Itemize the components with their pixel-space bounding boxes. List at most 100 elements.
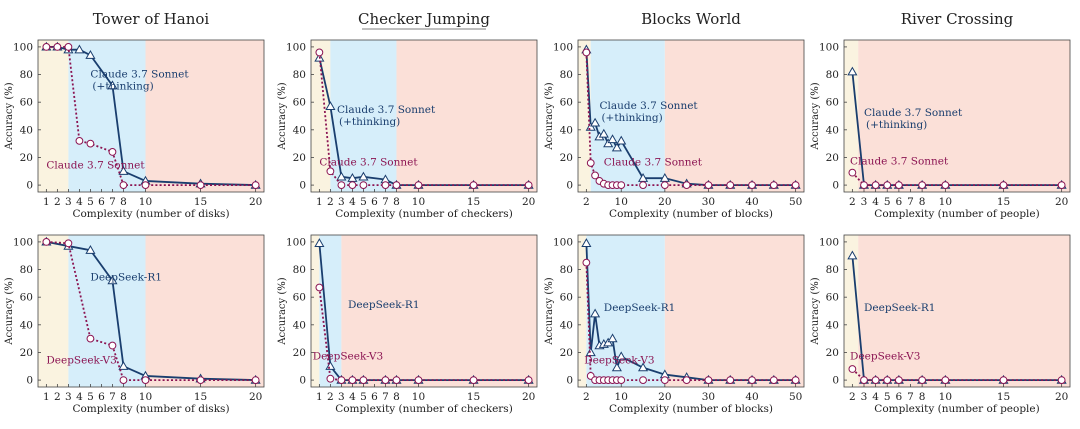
y-tick-label: 0 xyxy=(299,180,306,192)
series-label: DeepSeek-R1 xyxy=(348,299,420,311)
chart-panel-8: 0 20 40 60 80 100 2 3 4 5 6 7 8 10 15 20 Complexity (num… xyxy=(810,234,1071,415)
zone-high-complexity xyxy=(858,40,1070,192)
data-point-triangle xyxy=(107,80,118,90)
chart-title: Blocks World xyxy=(641,10,741,28)
x-tick-label: 8 xyxy=(919,196,926,208)
data-point-circle xyxy=(748,181,756,189)
x-tick-label: 20 xyxy=(1055,391,1068,403)
y-tick-label: 40 xyxy=(293,124,306,136)
zone-high-complexity xyxy=(145,40,264,192)
axes-frame xyxy=(37,234,265,388)
series-label-line: DeepSeek-V3 xyxy=(313,350,383,362)
x-axis-label: Complexity (number of checkers) xyxy=(335,208,513,220)
data-point-circle xyxy=(86,139,95,148)
data-point-circle xyxy=(639,181,647,189)
y-tick-label: 80 xyxy=(293,69,306,81)
y-tick-label: 80 xyxy=(826,264,839,276)
data-point-circle xyxy=(591,171,599,180)
series-line xyxy=(46,241,256,381)
data-point-circle xyxy=(999,376,1008,384)
data-point-triangle xyxy=(611,362,622,372)
x-tick-label: 8 xyxy=(393,196,400,208)
zone-high-complexity xyxy=(145,235,264,387)
series-label: Claude 3.7 Sonnet xyxy=(319,157,418,169)
series-label-line: (+thinking) xyxy=(92,80,153,92)
x-tick-label: 5 xyxy=(884,196,891,208)
series-label-line: DeepSeek-R1 xyxy=(90,272,162,284)
x-tick-label: 3 xyxy=(861,391,868,403)
data-point-circle xyxy=(682,181,691,189)
series-label: Claude 3.7 Sonnet (+thinking) xyxy=(599,100,698,124)
y-tick-label: 100 xyxy=(553,236,573,248)
series-label-line: Claude 3.7 Sonnet xyxy=(604,157,703,169)
x-tick-label: 40 xyxy=(745,196,758,208)
x-tick-label: 15 xyxy=(467,196,480,208)
data-point-triangle xyxy=(118,361,129,370)
x-tick-label: 1 xyxy=(316,196,323,208)
series-base: DeepSeek-V3 xyxy=(42,238,260,384)
data-point-circle xyxy=(639,376,647,384)
data-point-circle xyxy=(196,181,205,189)
x-tick-label: 2 xyxy=(54,196,61,208)
y-tick-label: 60 xyxy=(293,97,306,109)
data-point-circle xyxy=(791,376,800,384)
y-tick-label: 80 xyxy=(560,264,573,276)
series-line xyxy=(46,241,256,381)
axes-frame xyxy=(310,234,538,388)
chart-title: Checker Jumping xyxy=(358,10,490,28)
data-point-circle xyxy=(359,181,368,189)
x-tick-label: 8 xyxy=(120,391,127,403)
y-tick-label: 100 xyxy=(13,41,33,53)
x-tick-label: 7 xyxy=(382,391,389,403)
zone-medium-complexity xyxy=(319,235,342,387)
series-base: DeepSeek-V3 xyxy=(582,258,800,384)
zone-medium-complexity xyxy=(590,40,665,192)
data-point-circle xyxy=(326,374,335,383)
y-tick-label: 80 xyxy=(826,69,839,81)
x-tick-label: 6 xyxy=(896,196,903,208)
x-tick-label: 4 xyxy=(76,391,83,403)
x-tick-label: 10 xyxy=(139,196,152,208)
x-tick-label: 30 xyxy=(702,391,715,403)
data-point-triangle xyxy=(598,128,609,138)
series-label-line: DeepSeek-V3 xyxy=(850,350,920,362)
y-axis-label: Accuracy (%) xyxy=(277,277,288,345)
series-label: DeepSeek-R1 xyxy=(864,302,936,314)
x-tick-label: 4 xyxy=(76,196,83,208)
data-point-circle xyxy=(469,181,478,189)
x-tick-label: 4 xyxy=(872,391,879,403)
y-tick-label: 100 xyxy=(286,41,306,53)
x-tick-label: 1 xyxy=(316,391,323,403)
y-tick-label: 40 xyxy=(826,319,839,331)
axes-frame xyxy=(577,39,805,193)
data-point-circle xyxy=(582,48,591,57)
series-label-line: Claude 3.7 Sonnet xyxy=(599,100,698,112)
data-point-circle xyxy=(726,181,735,189)
series-label: Claude 3.7 Sonnet (+thinking) xyxy=(337,104,436,128)
data-point-triangle xyxy=(336,171,347,181)
data-point-circle xyxy=(582,258,591,267)
data-point-triangle xyxy=(590,117,601,127)
series-line xyxy=(46,46,256,186)
x-tick-label: 4 xyxy=(349,196,356,208)
complexity-zones xyxy=(38,40,264,192)
data-point-circle xyxy=(196,376,205,384)
y-axis-label: Accuracy (%) xyxy=(544,277,555,345)
x-tick-label: 20 xyxy=(658,196,671,208)
series-label-line: DeepSeek-V3 xyxy=(584,355,654,367)
zone-low-complexity xyxy=(311,235,320,387)
axes-frame xyxy=(843,39,1071,193)
zone-medium-complexity xyxy=(330,40,397,192)
data-point-circle xyxy=(860,181,868,189)
data-point-circle xyxy=(42,43,51,51)
zone-low-complexity xyxy=(844,40,859,192)
series-label: Claude 3.7 Sonnet (+thinking) xyxy=(90,68,189,92)
series-label: Claude 3.7 Sonnet xyxy=(604,157,703,169)
data-point-circle xyxy=(617,181,626,189)
data-point-circle xyxy=(1057,181,1066,189)
series-base: Claude 3.7 Sonnet xyxy=(42,43,260,189)
zone-high-complexity xyxy=(341,235,537,387)
chart-panel-6: 0 20 40 60 80 100 1 2 3 4 5 6 7 8 10 15 20 Complexity (nu… xyxy=(277,234,538,415)
y-axis-label: Accuracy (%) xyxy=(810,277,821,345)
data-point-circle xyxy=(848,365,857,373)
